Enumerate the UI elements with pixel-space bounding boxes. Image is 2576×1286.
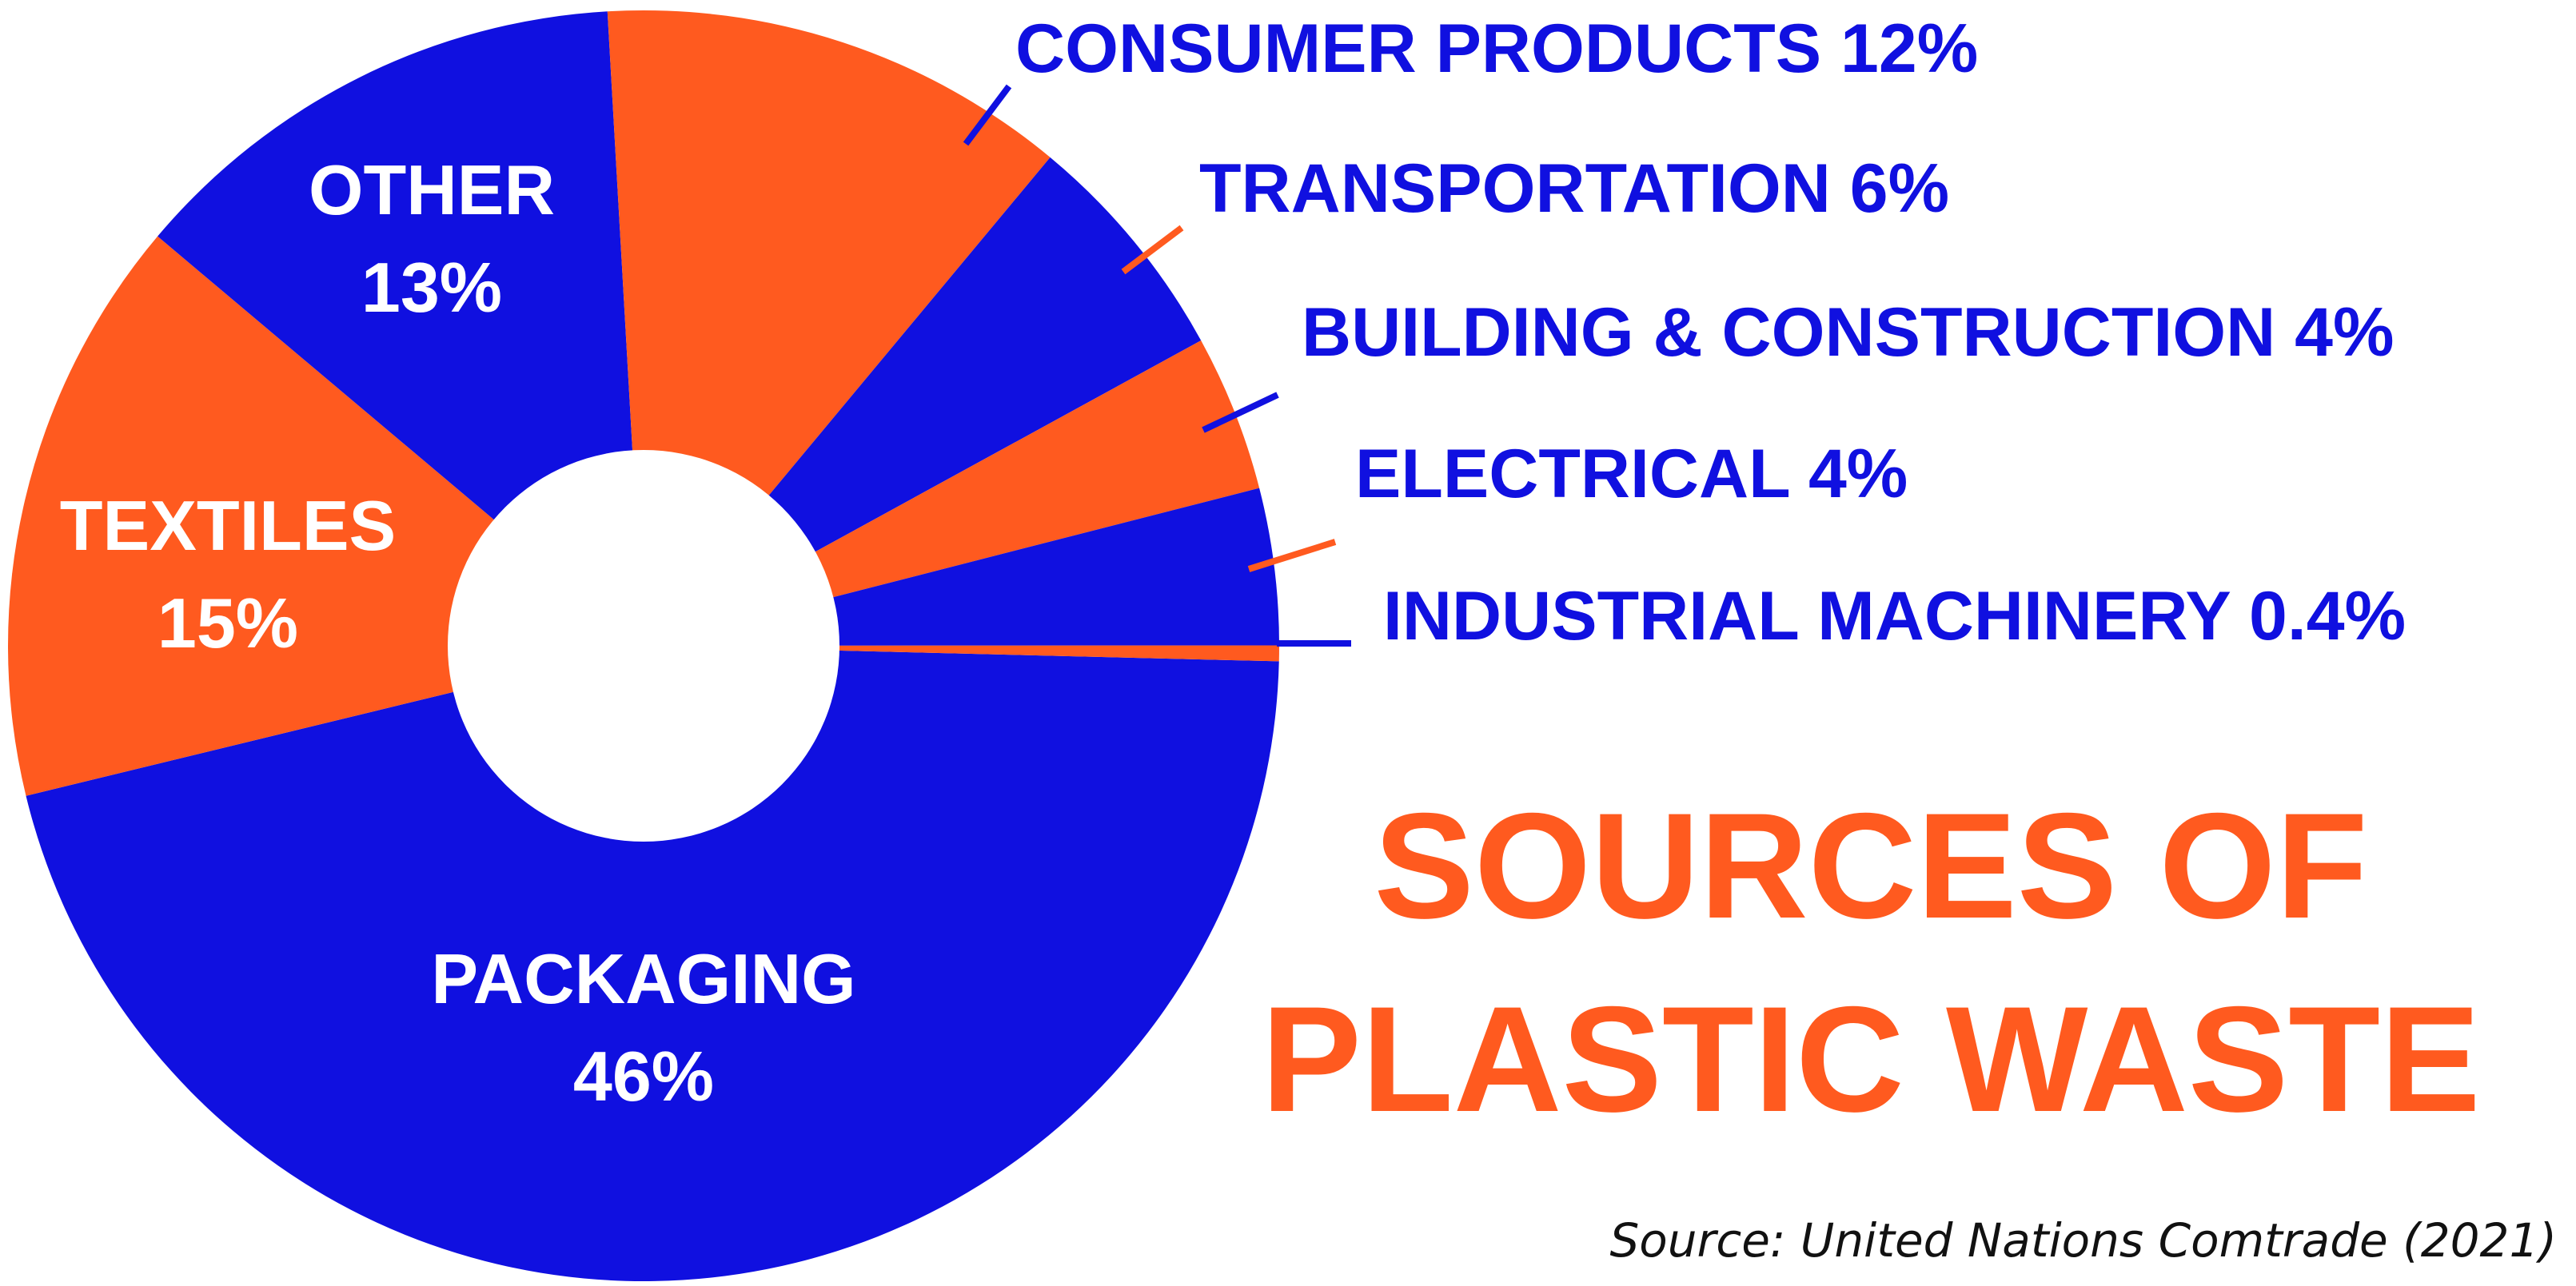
leader-line-transportation	[1121, 225, 1184, 275]
leader-line-consumer-products	[963, 84, 1012, 146]
title-line-2: PLASTIC WASTE	[1262, 975, 2481, 1143]
donut-hole	[448, 450, 839, 842]
title-line-1: SOURCES OF	[1374, 782, 2367, 950]
leader-line-electrical	[1247, 539, 1337, 572]
slice-value: 46%	[573, 1037, 714, 1116]
callout-consumer-products: CONSUMER PRODUCTS 12%	[1015, 10, 1978, 87]
inner-slice-labels: PACKAGING 46% TEXTILES 15% OTHER 13%	[60, 150, 856, 1116]
slice-label-other: OTHER 13%	[309, 150, 555, 327]
slice-name: TEXTILES	[60, 486, 397, 565]
callout-transportation: TRANSPORTATION 6%	[1199, 150, 1949, 227]
slice-value: 13%	[361, 248, 502, 327]
callout-building-and-construction: BUILDING & CONSTRUCTION 4%	[1302, 294, 2394, 371]
slice-label-packaging: PACKAGING 46%	[431, 939, 855, 1116]
chart-title: SOURCES OF PLASTIC WASTE	[1262, 782, 2481, 1143]
callout-industrial-machinery: INDUSTRIAL MACHINERY 0.4%	[1383, 578, 2406, 655]
source-note: Source: United Nations Comtrade (2021)	[1609, 1213, 2557, 1268]
slice-name: OTHER	[309, 150, 555, 229]
slice-packaging	[26, 646, 1279, 1281]
slice-name: PACKAGING	[431, 939, 855, 1018]
slice-label-textiles: TEXTILES 15%	[60, 486, 397, 663]
callout-labels: CONSUMER PRODUCTS 12% TRANSPORTATION 6% BU…	[963, 10, 2406, 655]
callout-electrical: ELECTRICAL 4%	[1355, 436, 1908, 512]
slice-other	[158, 11, 644, 646]
leader-line-building-and-construction	[1202, 392, 1279, 433]
slice-value: 15%	[158, 583, 298, 663]
